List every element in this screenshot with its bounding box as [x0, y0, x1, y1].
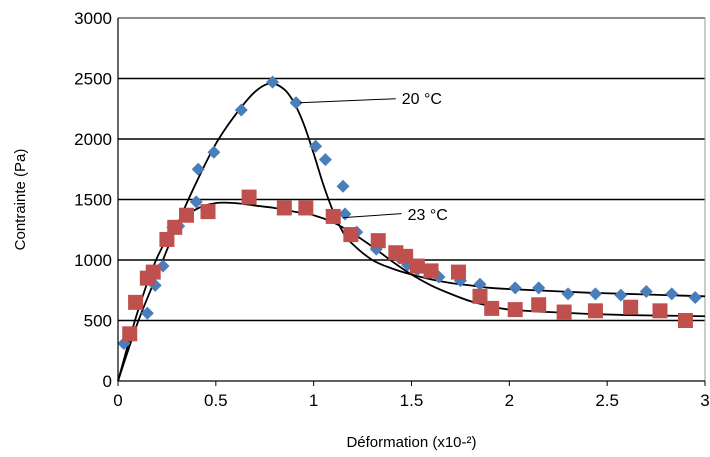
square-point [398, 248, 414, 264]
square-point [325, 208, 341, 224]
diamond-point [336, 179, 350, 193]
x-tick-label: 2 [505, 391, 514, 410]
diamond-point [318, 153, 332, 167]
square-point [423, 263, 439, 279]
y-tick-label: 3000 [74, 9, 112, 28]
square-point [623, 299, 639, 315]
fit-curve [117, 82, 706, 382]
square-point [370, 233, 386, 249]
diamond-point [665, 287, 679, 301]
diamond-point [191, 162, 205, 176]
annotation-leader-line [299, 98, 396, 104]
square-point [128, 294, 144, 310]
square-point [167, 219, 183, 235]
square-point [484, 300, 500, 316]
square-point [531, 297, 547, 313]
diamond-point [561, 287, 575, 301]
square-point [298, 200, 314, 216]
diamond-point [532, 281, 546, 295]
y-tick-label: 1000 [74, 251, 112, 270]
fit-curve [117, 201, 706, 382]
square-point [276, 200, 292, 216]
diamond-point [309, 139, 323, 153]
diamond-point [140, 306, 154, 320]
x-tick-label: 3 [700, 391, 709, 410]
fit-curves [117, 82, 706, 382]
square-point [409, 258, 425, 274]
annotations: 20 °C 23 °C [299, 91, 448, 224]
square-point [587, 303, 603, 319]
x-tick-label: 1 [309, 391, 318, 410]
square-point [507, 302, 523, 318]
x-axis-title: Déformation (x10-²) [346, 434, 476, 451]
x-tick-label: 1.5 [400, 391, 424, 410]
data-points [117, 75, 702, 350]
diamond-point [588, 287, 602, 301]
diamond-point [639, 284, 653, 298]
annotation-label: 23 °C [408, 207, 448, 224]
square-point [122, 326, 138, 342]
square-point [241, 189, 257, 205]
x-tick-label: 0.5 [204, 391, 228, 410]
square-point [556, 304, 572, 320]
square-point [450, 264, 466, 280]
y-tick-label: 500 [84, 312, 112, 331]
square-point [677, 313, 693, 328]
square-point [145, 264, 161, 280]
square-point [472, 288, 488, 304]
y-axis-title: Contrainte (Pa) [12, 149, 29, 251]
diamond-point [289, 96, 303, 110]
diamond-point [614, 288, 628, 302]
diamond-point [189, 195, 203, 209]
square-point [652, 303, 668, 319]
diamond-point [473, 277, 487, 291]
x-tick-label: 0 [113, 391, 122, 410]
y-tick-label: 0 [103, 372, 112, 391]
square-point [200, 204, 216, 220]
square-point [178, 207, 194, 223]
diamond-point [266, 75, 280, 89]
diamond-point [207, 145, 221, 159]
annotation-leader-line [342, 213, 402, 219]
diamond-point [688, 291, 702, 305]
square-point [159, 231, 175, 247]
diamond-point [508, 281, 522, 295]
diamond-point [234, 103, 248, 117]
y-tick-label: 2000 [74, 130, 112, 149]
annotation-label: 20 °C [402, 91, 442, 108]
y-tick-label: 1500 [74, 191, 112, 210]
y-tick-label: 2500 [74, 70, 112, 89]
tick-labels: 0 500 1000 1500 2000 2500 3000 0 0.5 1 1.5 2 2.5 3 [74, 9, 710, 410]
square-point [343, 227, 359, 243]
x-tick-label: 2.5 [595, 391, 619, 410]
